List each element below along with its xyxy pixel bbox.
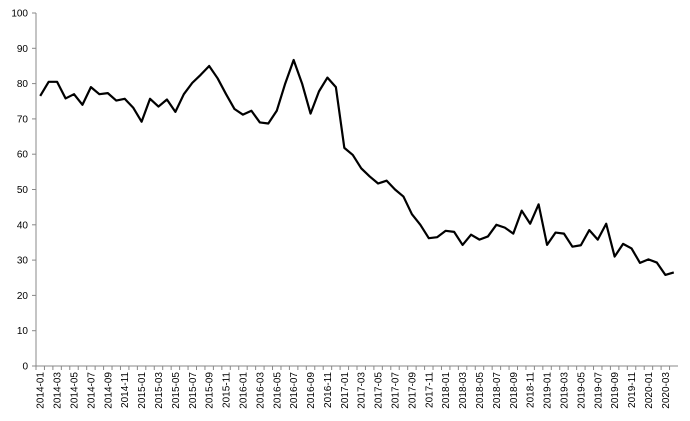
x-tick-label: 2020-01: [644, 372, 655, 409]
x-tick-label: 2018-07: [492, 372, 503, 409]
x-tick-label: 2014-09: [103, 372, 114, 409]
x-tick-label: 2014-01: [36, 372, 47, 409]
y-tick-label: 10: [17, 326, 29, 337]
x-tick-label: 2017-03: [357, 372, 368, 409]
x-tick-label: 2015-11: [222, 372, 233, 408]
x-tick-label: 2016-05: [272, 372, 283, 409]
x-tick-label: 2014-05: [70, 372, 81, 409]
y-tick-label: 100: [11, 9, 28, 20]
x-tick-label: 2014-07: [86, 372, 97, 409]
x-tick-label: 2014-03: [53, 372, 64, 409]
x-tick-label: 2016-03: [255, 372, 266, 409]
x-tick-label: 2020-03: [661, 372, 672, 409]
y-tick-label: 20: [17, 291, 29, 302]
y-tick-label: 40: [17, 220, 29, 231]
y-tick-label: 90: [17, 44, 29, 55]
y-tick-label: 30: [17, 256, 29, 267]
x-tick-label: 2016-07: [289, 372, 300, 409]
x-tick-label: 2017-01: [340, 372, 351, 409]
y-tick-label: 70: [17, 114, 29, 125]
x-tick-label: 2018-11: [526, 372, 537, 408]
x-tick-label: 2017-07: [391, 372, 402, 409]
x-tick-label: 2019-07: [593, 372, 604, 409]
y-tick-label: 0: [22, 362, 28, 373]
x-tick-label: 2019-11: [627, 372, 638, 408]
x-tick-label: 2017-05: [374, 372, 385, 409]
x-tick-label: 2019-03: [559, 372, 570, 409]
x-tick-label: 2015-03: [154, 372, 165, 409]
x-tick-label: 2016-01: [238, 372, 249, 409]
x-tick-label: 2015-01: [137, 372, 148, 409]
x-tick-label: 2015-09: [205, 372, 216, 409]
x-tick-label: 2018-03: [458, 372, 469, 409]
x-tick-label: 2018-05: [475, 372, 486, 409]
data-line: [39, 58, 675, 277]
x-tick-label: 2016-09: [306, 372, 317, 409]
x-tick-label: 2019-01: [543, 372, 554, 409]
x-tick-label: 2017-09: [407, 372, 418, 409]
x-tick-label: 2018-01: [441, 372, 452, 409]
x-tick-label: 2014-11: [120, 372, 131, 408]
x-tick-label: 2016-11: [323, 372, 334, 408]
x-tick-label: 2019-09: [610, 372, 621, 409]
y-tick-label: 80: [17, 79, 29, 90]
y-tick-label: 60: [17, 150, 29, 161]
x-tick-label: 2017-11: [424, 372, 435, 408]
x-tick-label: 2015-07: [188, 372, 199, 409]
x-tick-label: 2019-05: [576, 372, 587, 409]
y-tick-label: 50: [17, 185, 29, 196]
x-tick-label: 2015-05: [171, 372, 182, 409]
x-tick-label: 2018-09: [509, 372, 520, 409]
